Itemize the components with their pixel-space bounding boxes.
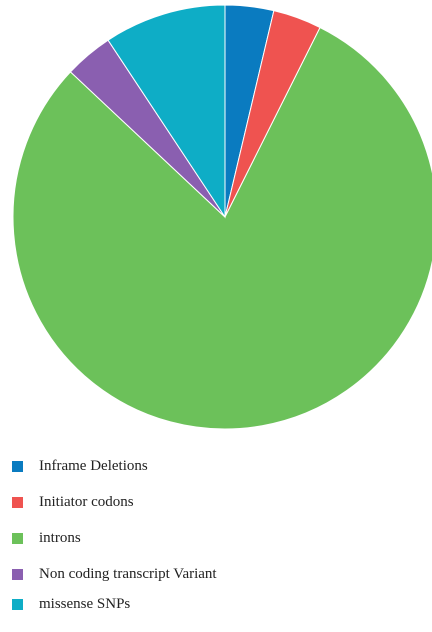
legend-item-introns: introns — [12, 530, 422, 547]
pie-chart — [12, 4, 432, 430]
pie-slice-missense-snps — [107, 4, 226, 219]
pie-slice-introns — [12, 26, 432, 430]
legend-item-missense-snps: missense SNPs — [12, 596, 422, 613]
legend-item-non-coding-transcript-variant: Non coding transcript Variant — [12, 566, 422, 583]
legend-swatch-introns — [12, 533, 23, 544]
legend-item-inframe-deletions: Inframe Deletions — [12, 458, 422, 475]
legend-label: Non coding transcript Variant — [39, 566, 217, 582]
legend-item-initiator-codons: Initiator codons — [12, 494, 422, 511]
legend-swatch-initiator-codons — [12, 497, 23, 508]
legend-label: introns — [39, 530, 81, 546]
legend-swatch-missense-snps — [12, 599, 23, 610]
legend-swatch-non-coding-transcript-variant — [12, 569, 23, 580]
legend-label: Inframe Deletions — [39, 458, 148, 474]
legend: Inframe Deletions Initiator codons intro… — [12, 458, 422, 632]
legend-label: Initiator codons — [39, 494, 134, 510]
legend-swatch-inframe-deletions — [12, 461, 23, 472]
legend-label: missense SNPs — [39, 596, 131, 612]
